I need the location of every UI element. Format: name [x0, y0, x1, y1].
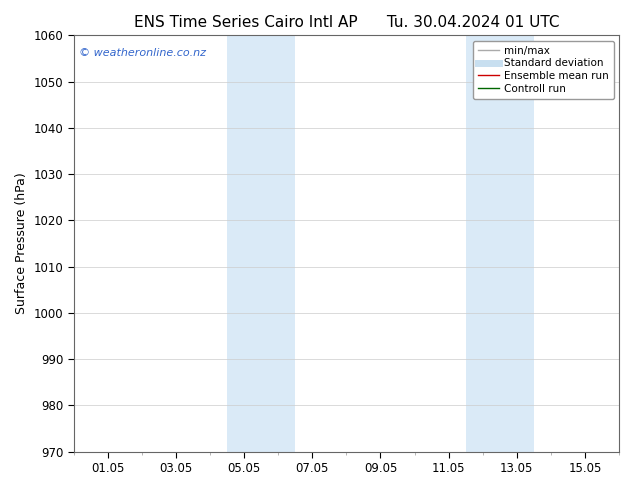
Legend: min/max, Standard deviation, Ensemble mean run, Controll run: min/max, Standard deviation, Ensemble me… — [472, 41, 614, 99]
Bar — [227, 35, 295, 452]
Title: ENS Time Series Cairo Intl AP      Tu. 30.04.2024 01 UTC: ENS Time Series Cairo Intl AP Tu. 30.04.… — [134, 15, 559, 30]
Text: © weatheronline.co.nz: © weatheronline.co.nz — [79, 48, 206, 58]
Y-axis label: Surface Pressure (hPa): Surface Pressure (hPa) — [15, 172, 28, 314]
Bar — [465, 35, 534, 452]
